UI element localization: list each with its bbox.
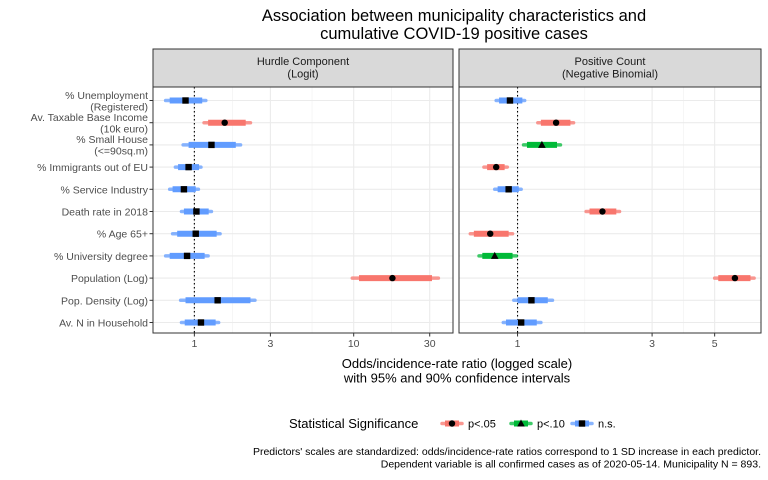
point-estimate: [389, 274, 396, 282]
point-estimate: [185, 163, 192, 171]
point-estimate: [492, 163, 500, 171]
predictor-label: % Small House: [76, 134, 148, 146]
point-estimate: [192, 230, 199, 237]
predictor-label: Death rate in 2018: [62, 207, 149, 219]
legend-label: p<.10: [537, 419, 565, 431]
caption-line: Predictors' scales are standardized: odd…: [253, 446, 761, 458]
predictor-label: (Registered): [90, 101, 148, 113]
panel-strip-label: (Logit): [287, 69, 318, 81]
panel-strip-label: Hurdle Component: [257, 56, 349, 68]
predictor-label: Population (Log): [71, 273, 148, 285]
chart-title: Association between municipality charact…: [262, 7, 646, 43]
point-estimate: [183, 252, 191, 260]
x-tick-label: 1: [515, 338, 521, 350]
panel-border: [152, 86, 454, 334]
x-axis-title-line: Odds/incidence-rate ratio (logged scale): [342, 356, 573, 371]
legend-item: n.s.: [570, 419, 616, 431]
point-estimate: [538, 140, 546, 148]
panel-strip: [152, 48, 454, 88]
predictor-label: Av. N in Household: [59, 318, 148, 330]
point-estimate: [487, 230, 494, 237]
x-axis-title-line: with 95% and 90% confidence intervals: [343, 371, 571, 386]
legend-key-marker: [517, 419, 525, 427]
point-estimate: [517, 319, 525, 326]
point-estimate: [505, 186, 512, 193]
point-estimate: [180, 186, 188, 193]
x-tick-label: 1: [191, 338, 197, 350]
predictor-label: % University degree: [54, 251, 148, 263]
predictor-labels: % Unemployment(Registered)Av. Taxable Ba…: [31, 90, 153, 330]
predictor-label: (10k euro): [100, 123, 148, 135]
legend-item: p<.10: [509, 419, 565, 431]
legend-key-marker: [578, 420, 586, 427]
chart-title-line: cumulative COVID-19 positive cases: [320, 25, 588, 43]
x-tick-label: 3: [649, 338, 655, 350]
predictor-label: (<=90sq.m): [94, 146, 148, 158]
point-estimate: [221, 119, 228, 126]
point-estimate: [731, 274, 739, 282]
chart-title-line: Association between municipality charact…: [262, 7, 646, 25]
point-estimate: [552, 119, 560, 126]
predictor-label: % Unemployment: [65, 90, 148, 102]
panel-2: Positive Count(Negative Binomial) 1 3 5: [458, 48, 762, 350]
x-tick-label: 30: [424, 338, 436, 350]
legend-label: n.s.: [598, 419, 616, 431]
point-estimate: [182, 97, 189, 104]
x-tick-label: 5: [712, 338, 718, 350]
point-estimate: [208, 141, 215, 149]
legend-label: p<.05: [468, 419, 496, 431]
point-estimate: [197, 319, 205, 326]
predictor-label: % Immigrants out of EU: [37, 162, 148, 174]
caption-line: Dependent variable is all confirmed case…: [381, 459, 761, 471]
legend-item: p<.05: [440, 419, 496, 431]
panel-border: [458, 86, 762, 334]
predictor-label: % Age 65+: [97, 229, 148, 241]
x-tick-label: 3: [267, 338, 273, 350]
x-tick-label: 10: [348, 338, 360, 350]
point-estimate: [214, 297, 221, 304]
point-estimate: [599, 208, 606, 215]
x-axis-label: Odds/incidence-rate ratio (logged scale)…: [342, 356, 573, 386]
predictor-label: % Service Industry: [60, 184, 148, 196]
legend-key-marker: [448, 420, 456, 427]
legend: Statistical Significance p<.05 p<.10 n.s.: [289, 416, 616, 431]
panel-strip: [458, 48, 762, 88]
chart-panels: Hurdle Component(Logit) 1 3 10 30 Positive Co…: [152, 48, 762, 350]
point-estimate: [528, 297, 535, 304]
point-estimate: [193, 208, 200, 215]
caption: Predictors' scales are standardized: odd…: [253, 446, 761, 471]
panel-strip-label: (Negative Binomial): [562, 69, 658, 81]
predictor-label: Av. Taxable Base Income: [31, 112, 148, 124]
point-estimate: [506, 97, 514, 104]
panel-1: Hurdle Component(Logit) 1 3 10 30: [152, 48, 454, 350]
predictor-label: Pop. Density (Log): [61, 295, 148, 307]
point-estimate: [490, 251, 499, 259]
panel-strip-label: Positive Count: [575, 56, 646, 68]
legend-title: Statistical Significance: [289, 416, 418, 431]
